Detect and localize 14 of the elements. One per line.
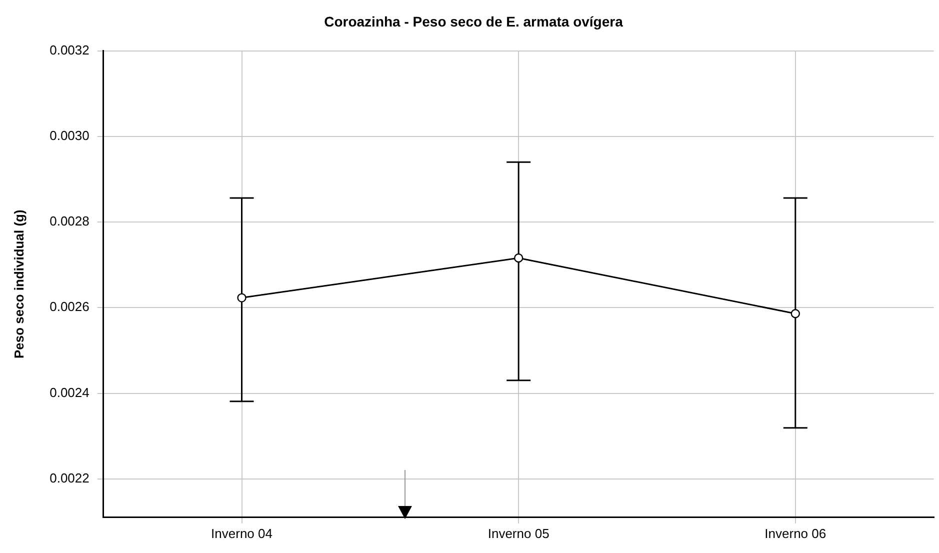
y-tick-label: 0.0030 bbox=[50, 128, 90, 143]
y-axis-title: Peso seco individual (g) bbox=[11, 210, 26, 359]
point bbox=[790, 309, 800, 318]
point bbox=[237, 293, 246, 302]
y-tick-label: 0.0026 bbox=[50, 299, 90, 314]
y-tick-label: 0.0022 bbox=[50, 470, 90, 486]
x-tick-label: Inverno 04 bbox=[211, 526, 272, 541]
x-tick-label: Inverno 05 bbox=[488, 526, 550, 541]
x-tick-label: Inverno 06 bbox=[764, 526, 826, 541]
chart-title: Coroazinha - Peso seco de E. armata ovígera bbox=[324, 13, 624, 30]
y-tick-label: 0.0024 bbox=[50, 384, 90, 400]
y-tick-label: 0.0028 bbox=[50, 214, 90, 229]
point bbox=[514, 253, 524, 263]
y-tick-label: 0.0032 bbox=[50, 42, 90, 58]
